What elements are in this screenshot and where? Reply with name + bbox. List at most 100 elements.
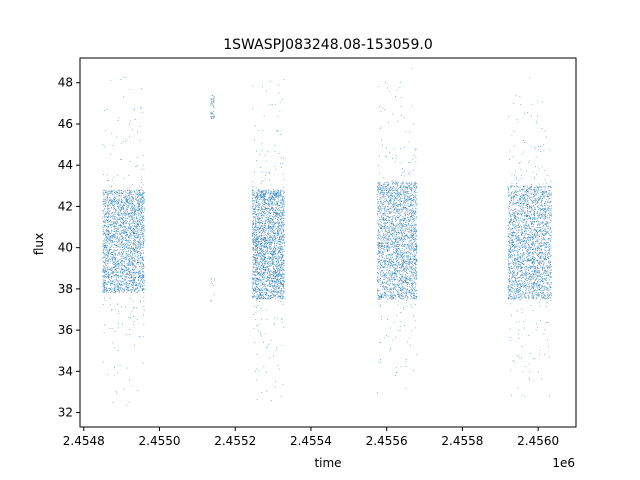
data-point bbox=[143, 224, 145, 226]
data-point bbox=[143, 197, 144, 199]
data-point bbox=[134, 272, 135, 274]
data-point bbox=[104, 282, 106, 284]
data-point bbox=[109, 239, 111, 241]
data-point bbox=[137, 288, 139, 289]
data-point bbox=[261, 272, 262, 274]
data-point bbox=[123, 270, 124, 272]
data-point bbox=[267, 277, 268, 279]
data-point bbox=[267, 275, 268, 277]
data-point bbox=[275, 295, 277, 297]
data-point bbox=[278, 269, 280, 271]
data-point bbox=[134, 214, 135, 216]
data-point bbox=[106, 192, 108, 193]
data-point bbox=[134, 204, 136, 206]
data-point bbox=[133, 197, 134, 199]
data-point bbox=[130, 209, 132, 211]
data-point bbox=[257, 291, 258, 292]
data-point bbox=[102, 201, 104, 202]
data-point bbox=[112, 260, 114, 262]
data-point bbox=[103, 245, 105, 247]
data-point bbox=[262, 205, 263, 207]
data-point bbox=[123, 205, 125, 206]
data-point bbox=[135, 207, 137, 208]
data-point bbox=[281, 213, 282, 215]
data-point bbox=[102, 272, 104, 273]
data-point bbox=[104, 262, 106, 263]
data-point bbox=[109, 250, 111, 252]
data-point bbox=[118, 250, 120, 252]
data-point bbox=[282, 267, 284, 268]
data-point bbox=[105, 233, 107, 235]
data-point bbox=[124, 291, 126, 293]
data-point bbox=[282, 205, 283, 207]
data-point bbox=[125, 77, 127, 78]
data-point bbox=[108, 210, 110, 211]
data-point bbox=[128, 277, 129, 278]
data-point bbox=[114, 229, 115, 230]
data-point bbox=[106, 227, 108, 229]
data-point bbox=[257, 197, 259, 199]
data-point bbox=[271, 259, 273, 261]
data-point bbox=[262, 283, 264, 285]
data-point bbox=[123, 252, 125, 254]
data-point bbox=[279, 233, 281, 234]
data-point bbox=[138, 255, 139, 256]
data-point bbox=[126, 250, 127, 252]
data-point bbox=[135, 210, 137, 212]
data-point bbox=[131, 206, 133, 208]
data-point bbox=[111, 271, 113, 273]
data-point bbox=[275, 273, 276, 275]
data-point bbox=[123, 231, 125, 232]
data-point bbox=[139, 215, 141, 217]
data-point bbox=[280, 292, 281, 294]
data-point bbox=[110, 283, 111, 285]
data-point bbox=[112, 281, 114, 283]
data-point bbox=[138, 228, 140, 229]
data-point bbox=[262, 296, 264, 298]
data-point bbox=[283, 241, 285, 243]
data-point bbox=[272, 196, 274, 198]
data-point bbox=[252, 246, 254, 248]
data-point bbox=[137, 247, 138, 249]
data-point bbox=[256, 250, 258, 251]
data-point bbox=[268, 220, 270, 222]
data-point bbox=[131, 290, 132, 292]
data-point bbox=[281, 226, 283, 228]
data-point bbox=[138, 260, 140, 262]
data-point bbox=[276, 242, 278, 244]
data-point bbox=[275, 279, 277, 281]
data-point bbox=[280, 291, 282, 293]
data-point bbox=[276, 201, 278, 203]
data-point bbox=[261, 209, 263, 210]
data-point bbox=[255, 292, 256, 293]
data-point bbox=[138, 208, 140, 209]
data-point bbox=[279, 213, 280, 215]
data-point bbox=[257, 248, 259, 250]
data-point bbox=[141, 220, 142, 221]
data-point bbox=[127, 271, 129, 273]
data-point bbox=[104, 260, 106, 262]
data-point bbox=[143, 225, 145, 226]
data-point bbox=[278, 279, 280, 280]
data-point bbox=[128, 203, 130, 204]
data-point bbox=[261, 241, 262, 243]
data-point bbox=[123, 231, 124, 233]
data-point bbox=[132, 183, 134, 185]
data-point bbox=[137, 256, 139, 257]
data-point bbox=[258, 296, 260, 297]
data-point bbox=[280, 242, 282, 243]
data-point bbox=[127, 248, 129, 249]
data-point bbox=[111, 186, 112, 187]
data-point bbox=[281, 270, 282, 272]
data-point bbox=[107, 211, 109, 213]
data-point bbox=[131, 207, 132, 208]
data-point bbox=[274, 291, 276, 293]
data-point bbox=[135, 246, 136, 248]
data-point bbox=[104, 252, 106, 254]
data-point bbox=[256, 379, 258, 381]
data-point bbox=[269, 296, 271, 297]
data-point bbox=[274, 212, 276, 213]
data-point bbox=[274, 223, 275, 225]
data-point bbox=[269, 228, 271, 230]
data-point bbox=[137, 131, 139, 133]
